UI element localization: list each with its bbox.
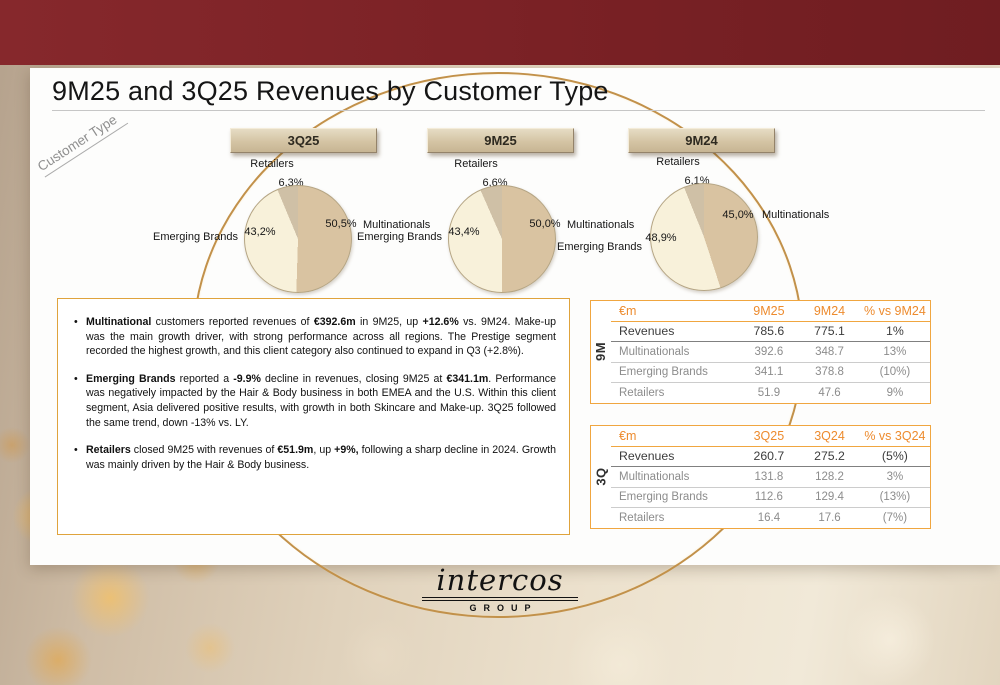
pie-header-3q25: 3Q25: [230, 128, 377, 153]
pie-value-emerging-brands: 48,9%: [645, 232, 677, 244]
bullet-list: Multinational customers reported revenue…: [70, 315, 556, 472]
table-header-cell: €m: [611, 301, 739, 322]
table-cell: 9%: [886, 386, 904, 399]
table-cell: 378.8: [799, 362, 860, 383]
table-cell: 17.6: [818, 511, 841, 524]
table-side-text: 3Q: [593, 467, 609, 486]
table-cell: 1%: [859, 321, 930, 342]
table-header-cell: 3Q24: [799, 426, 860, 447]
note-bullet: Multinational customers reported revenue…: [70, 315, 556, 359]
intercos-group-label: GROUP: [469, 603, 538, 613]
pie-9m24: [650, 183, 758, 291]
table-row: Revenues 260.7 275.2 (5%): [611, 446, 930, 467]
pie-label-emerging-brands: Emerging Brands: [557, 241, 642, 253]
table-cell: 16.4: [757, 511, 781, 524]
table-cell: (13%): [859, 487, 930, 508]
table-cell: Revenues: [611, 446, 739, 467]
table-cell: 112.6: [738, 487, 800, 508]
pie-9m25: [448, 185, 556, 293]
intercos-logo: intercos GROUP: [0, 566, 1000, 613]
table-header-cell: 9M25: [738, 301, 800, 322]
pie-chart-3q25: Retailers 6,3% 50,5% Multinationals 43,2…: [153, 158, 430, 318]
commentary-box: Multinational customers reported revenue…: [57, 298, 570, 535]
table-cell: 13%: [859, 341, 930, 363]
pie-chart-9m25: Retailers 6,6% 50,0% Multinationals 43,4…: [357, 158, 634, 318]
table-3q: 3Q €m 3Q25 3Q24% vs 3Q24 Revenues 260.7 275.2…: [590, 425, 931, 529]
intercos-wordmark: intercos: [436, 563, 564, 597]
pie-label-retailers: Retailers: [656, 156, 700, 168]
table-row: Revenues 785.6 775.1 1%: [611, 321, 930, 342]
pie-value-multinationals: 45,0%: [722, 209, 754, 221]
pie-label-retailers: Retailers: [454, 158, 498, 170]
pie-label-multinationals: Multinationals: [762, 209, 830, 221]
table-cell: 47.6: [818, 386, 841, 399]
title-underline: [52, 110, 985, 111]
table-cell: 275.2: [799, 446, 860, 467]
table-cell: 128.2: [799, 466, 860, 488]
slide-title: 9M25 and 3Q25 Revenues by Customer Type: [52, 76, 609, 106]
note-bullet: Retailers closed 9M25 with revenues of €…: [70, 443, 556, 472]
pie-header-9m24: 9M24: [628, 128, 775, 153]
table-header-cell: % vs 3Q24: [859, 426, 930, 447]
table-header-cell: 9M24: [799, 301, 860, 322]
pie-3q25: [244, 185, 352, 293]
table-row: Multinationals 131.8 128.2 3%: [611, 466, 930, 488]
top-red-bar: [0, 0, 1000, 65]
table-cell: 3%: [859, 466, 930, 488]
table-row: Multinationals 392.6 348.7 13%: [611, 341, 930, 363]
pie-label-retailers: Retailers: [250, 158, 294, 170]
table-cell: Retailers: [619, 511, 665, 524]
table-cell: 131.8: [738, 466, 800, 488]
pie-label-emerging-brands: Emerging Brands: [357, 231, 442, 243]
table-9m: 9M €m 9M25 9M24% vs 9M24 Revenues 785.6 775.1…: [590, 300, 931, 404]
table-cell: 341.1: [738, 362, 800, 383]
pie-chart-9m24: Retailers 6,1% 45,0% Multinationals 48,9…: [557, 156, 829, 316]
pie-label-multinationals: Multinationals: [363, 219, 431, 231]
table-row: Emerging Brands 341.1 378.8 (10%): [611, 362, 930, 383]
note-bullet: Emerging Brands reported a -9.9% decline…: [70, 372, 556, 430]
table-cell: (7%): [882, 511, 908, 524]
table-cell: Retailers: [619, 386, 665, 399]
table-cell: 348.7: [799, 341, 860, 363]
table-cell: 129.4: [799, 487, 860, 508]
pie-value-multinationals: 50,0%: [529, 218, 561, 230]
revenue-table-9m: €m 9M25 9M24% vs 9M24 Revenues 785.6 775.1 1% M…: [611, 301, 930, 403]
table-cell: Emerging Brands: [611, 362, 739, 383]
logo-rule: [422, 600, 578, 601]
customer-type-rotated-label: Customer Type: [34, 107, 129, 178]
table-side-text: 9M: [593, 342, 609, 362]
table-cell: (10%): [859, 362, 930, 383]
table-cell: 785.6: [738, 321, 800, 342]
pie-value-emerging-brands: 43,4%: [448, 226, 480, 238]
table-row: Emerging Brands 112.6 129.4 (13%): [611, 487, 930, 508]
table-cell: 775.1: [799, 321, 860, 342]
revenue-table-3q: €m 3Q25 3Q24% vs 3Q24 Revenues 260.7 275.2 (5%…: [611, 426, 930, 528]
logo-rule: [422, 597, 578, 598]
table-row: Retailers 51.9 47.6 9%: [611, 383, 930, 403]
pie-header-9m25: 9M25: [427, 128, 574, 153]
table-cell: Emerging Brands: [611, 487, 739, 508]
table-cell: 51.9: [757, 386, 781, 399]
pie-label-multinationals: Multinationals: [567, 219, 635, 231]
table-row: Retailers 16.4 17.6 (7%): [611, 508, 930, 528]
table-cell: (5%): [859, 446, 930, 467]
table-9m-side-label: 9M: [591, 301, 611, 403]
table-header-cell: % vs 9M24: [859, 301, 930, 322]
pie-value-emerging-brands: 43,2%: [244, 226, 276, 238]
table-cell: Multinationals: [611, 466, 739, 488]
table-3q-side-label: 3Q: [591, 426, 611, 528]
pie-label-emerging-brands: Emerging Brands: [153, 231, 238, 243]
table-cell: 392.6: [738, 341, 800, 363]
pie-value-multinationals: 50,5%: [325, 218, 357, 230]
table-cell: Multinationals: [611, 341, 739, 363]
table-header-cell: €m: [611, 426, 739, 447]
table-header-cell: 3Q25: [738, 426, 800, 447]
table-cell: 260.7: [738, 446, 800, 467]
table-cell: Revenues: [611, 321, 739, 342]
